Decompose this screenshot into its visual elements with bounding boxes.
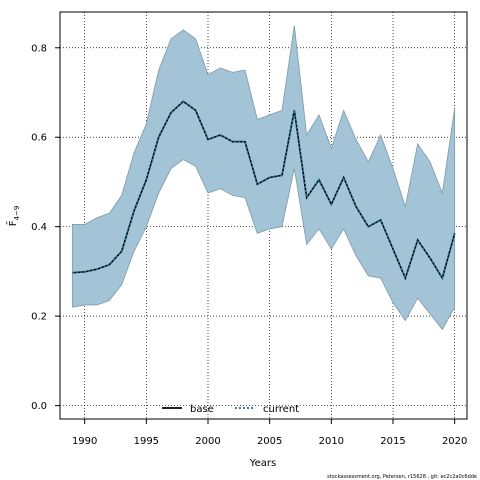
y-tick-label: 0.8 xyxy=(31,43,47,54)
plot-frame xyxy=(59,11,468,420)
x-tick-label: 2020 xyxy=(442,436,467,447)
x-tick-label: 2010 xyxy=(319,436,344,447)
y-tick-label: 0.0 xyxy=(31,401,47,412)
legend-label-current: current xyxy=(263,404,299,415)
legend: base current xyxy=(162,404,299,415)
y-axis-label-subscript: 4−9 xyxy=(13,206,21,221)
y-axis: 0.0 0.2 0.4 0.6 0.8 xyxy=(31,43,60,412)
series-layer xyxy=(72,100,456,281)
y-axis-label: F̄4−9 xyxy=(6,206,21,227)
legend-label-base: base xyxy=(190,404,214,415)
svg-text:F̄4−9: F̄4−9 xyxy=(6,206,21,227)
x-tick-label: 1995 xyxy=(134,436,159,447)
x-axis: 1990 1995 2000 2005 2010 2015 2020 xyxy=(72,419,467,447)
x-tick-label: 2015 xyxy=(380,436,405,447)
series-line-current xyxy=(72,100,456,281)
x-tick-label: 1990 xyxy=(72,436,97,447)
confidence-band xyxy=(71,25,456,331)
x-axis-label: Years xyxy=(249,458,276,469)
y-tick-label: 0.2 xyxy=(31,312,47,323)
x-tick-label: 2000 xyxy=(195,436,220,447)
y-tick-label: 0.6 xyxy=(31,133,47,144)
y-axis-label-main: F̄ xyxy=(6,220,19,226)
y-tick-label: 0.4 xyxy=(31,222,47,233)
footer-text: stockassessment.org, Petersen, r15628 , … xyxy=(327,474,477,480)
confidence-band-layer xyxy=(71,25,456,331)
x-tick-label: 2005 xyxy=(257,436,282,447)
